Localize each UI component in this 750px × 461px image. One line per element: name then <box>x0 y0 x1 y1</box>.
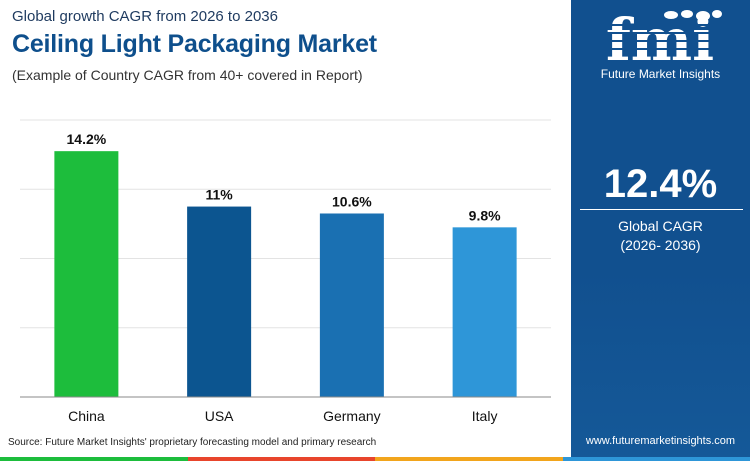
logo-stripes <box>583 24 738 50</box>
global-cagr-label: Global CAGR <box>618 218 703 234</box>
bottom-color-strip <box>0 457 750 461</box>
header-eyebrow: Global growth CAGR from 2026 to 2036 <box>12 8 278 25</box>
strip-segment <box>187 457 375 461</box>
strip-segment <box>375 457 563 461</box>
website-link[interactable]: www.futuremarketinsights.com <box>585 435 736 447</box>
strip-segment <box>0 457 188 461</box>
page-subtitle: (Example of Country CAGR from 40+ covere… <box>12 67 363 83</box>
strip-segment <box>562 457 750 461</box>
bar-italy <box>452 227 517 397</box>
label-layer: 14.2% China 11% USA 10.6% Germany 9.8% Italy <box>67 131 502 424</box>
globe-icon <box>664 10 722 21</box>
page-title: Ceiling Light Packaging Market <box>12 30 377 58</box>
x-tick-label-italy: Italy <box>472 408 498 424</box>
logo-subtitle: Future Market Insights <box>600 67 721 81</box>
x-tick-label-germany: Germany <box>323 408 381 424</box>
side-panel-glow <box>571 271 750 461</box>
source-note: Source: Future Market Insights' propriet… <box>8 437 377 448</box>
data-label-china: 14.2% <box>67 131 107 147</box>
global-cagr-period: (2026- 2036) <box>620 237 701 253</box>
fmi-logo: fmi <box>583 8 738 74</box>
data-label-italy: 9.8% <box>469 207 501 223</box>
global-cagr-value: 12.4% <box>603 162 718 206</box>
side-panel: fmi Future Market Insights 12.4% Global … <box>571 0 750 461</box>
bar-layer <box>54 151 517 397</box>
bar-germany <box>319 213 384 397</box>
x-tick-label-usa: USA <box>205 408 234 424</box>
bar-chart: 14.2% China 11% USA 10.6% Germany 9.8% Italy <box>20 119 551 424</box>
x-tick-label-china: China <box>68 408 105 424</box>
bar-usa <box>187 206 252 397</box>
data-label-usa: 11% <box>206 187 234 203</box>
data-label-germany: 10.6% <box>332 193 372 209</box>
bar-china <box>54 151 119 397</box>
panel-divider <box>580 209 743 210</box>
